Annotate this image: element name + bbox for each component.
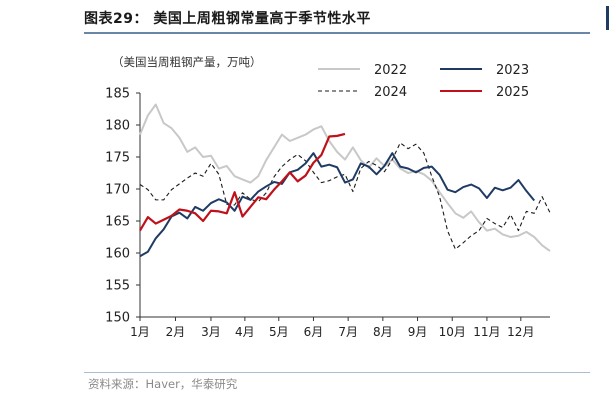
y-tick-label: 185 — [105, 87, 130, 102]
edge-accent — [606, 6, 609, 30]
legend-label-2024: 2024 — [374, 85, 407, 100]
x-tick-label: 5月 — [269, 325, 289, 339]
series-line-2023 — [139, 152, 536, 258]
source-note: 资料来源：Haver，华泰研究 — [88, 377, 238, 391]
x-tick-label: 6月 — [304, 325, 324, 339]
unit-label: （美国当周粗钢产量，万吨） — [112, 55, 262, 69]
plot-area: 150 155 160 165 170 175 180 185 1月 2月 3月 4月 5月 6月 7月 8月… — [105, 55, 551, 339]
chart-canvas: 150 155 160 165 170 175 180 185 1月 2月 3月 4月 5月 6月 7月 8月… — [105, 55, 551, 339]
series-line-2025 — [139, 132, 346, 232]
legend-label-2022: 2022 — [374, 63, 407, 78]
x-tick-label: 11月 — [473, 325, 500, 339]
legend-label-2025: 2025 — [496, 85, 529, 100]
title-bar: 图表29： 美国上周粗钢常量高于季节性水平 — [84, 0, 616, 32]
y-tick-label: 150 — [105, 311, 130, 326]
x-tick-label: 8月 — [373, 325, 393, 339]
y-tick-label: 165 — [105, 215, 130, 230]
x-tick-label: 7月 — [338, 325, 358, 339]
x-tick-label: 10月 — [439, 325, 466, 339]
chart-title: 图表29： 美国上周粗钢常量高于季节性水平 — [84, 11, 371, 27]
x-tick-label: 12月 — [507, 325, 534, 339]
y-tick-label: 175 — [105, 151, 130, 166]
x-tick-label: 1月 — [130, 325, 150, 339]
source-divider — [84, 372, 590, 373]
y-tick-label: 180 — [105, 119, 130, 134]
x-tick-label: 2月 — [166, 325, 186, 339]
x-tick-label: 9月 — [408, 325, 428, 339]
x-tick-label: 3月 — [201, 325, 221, 339]
legend-label-2023: 2023 — [496, 63, 529, 78]
title-divider — [84, 32, 590, 34]
y-tick-label: 170 — [105, 183, 130, 198]
series-line-2022 — [139, 103, 551, 252]
y-tick-label: 155 — [105, 279, 130, 294]
x-tick-label: 4月 — [235, 325, 255, 339]
y-tick-label: 160 — [105, 247, 130, 262]
